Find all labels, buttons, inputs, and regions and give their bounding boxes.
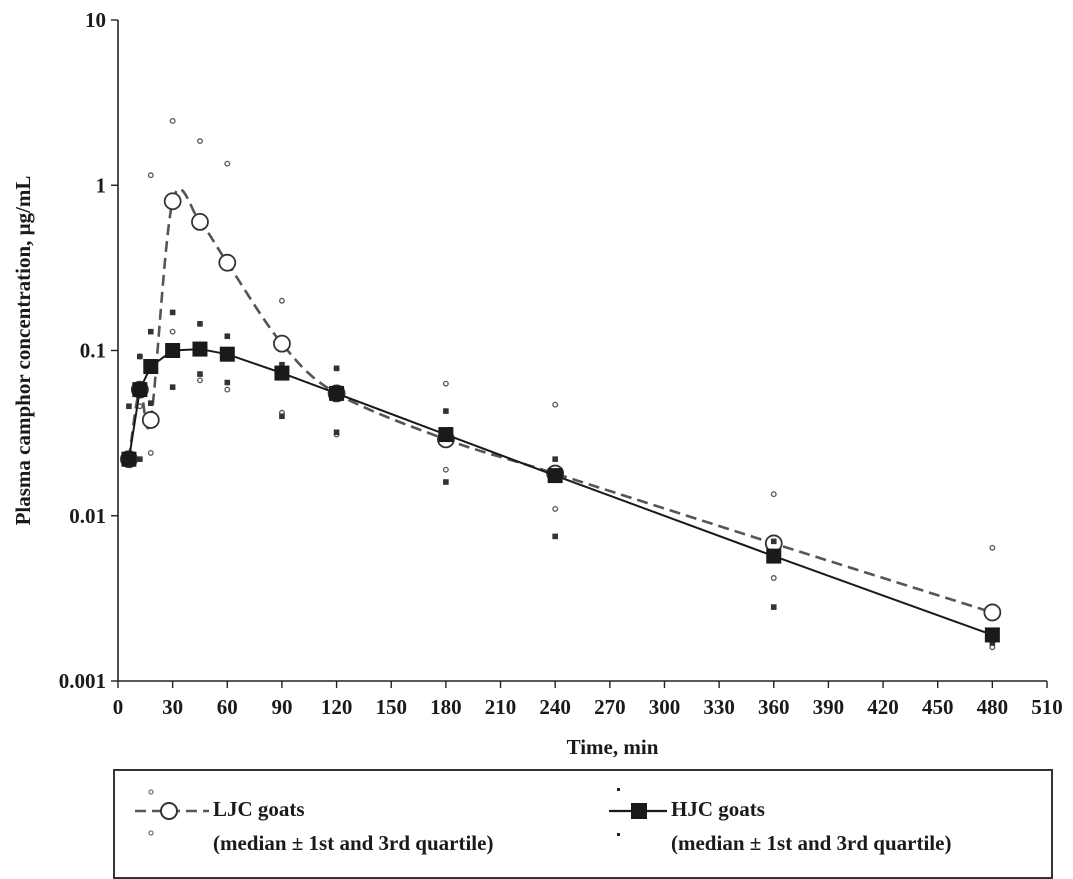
x-tick-label: 90 xyxy=(271,695,292,719)
legend-sublabel-hjc: (median ± 1st and 3rd quartile) xyxy=(671,831,952,855)
legend-symbol-hjc xyxy=(609,788,667,836)
quartile-point-q1 xyxy=(197,377,203,384)
quartile-point-q3 xyxy=(224,160,231,167)
series-line xyxy=(127,348,993,636)
quartile-point-q3 xyxy=(169,117,176,124)
legend-label-ljc: LJC goats xyxy=(213,797,305,821)
quartile-point-q1 xyxy=(442,466,449,473)
x-tick-label: 300 xyxy=(649,695,681,719)
median-point xyxy=(984,627,1000,643)
quartile-point-q3 xyxy=(333,365,340,372)
median-point xyxy=(132,382,148,398)
y-tick-label: 0.01 xyxy=(69,504,106,528)
quartile-point-q1 xyxy=(147,400,154,406)
x-tick-label: 30 xyxy=(162,695,183,719)
median-point xyxy=(191,213,209,231)
series-layer xyxy=(120,117,1002,651)
y-tick-label: 0.001 xyxy=(59,669,106,693)
axes: 0 30 60 90 120 150 180 210 240 270 300 330 360 390 420… xyxy=(59,8,1063,719)
x-tick-label: 240 xyxy=(539,695,571,719)
legend-sublabel-ljc: (median ± 1st and 3rd quartile) xyxy=(213,831,494,855)
x-tick-label: 450 xyxy=(922,695,954,719)
x-tick-label: 60 xyxy=(217,695,238,719)
median-point xyxy=(273,334,291,353)
quartile-point-q3 xyxy=(279,361,285,368)
x-tick-label: 270 xyxy=(594,695,626,719)
x-tick-label: 510 xyxy=(1031,695,1063,719)
quartile-point-q1 xyxy=(333,429,340,436)
x-tick-label: 120 xyxy=(321,695,353,719)
quartile-point-q1 xyxy=(989,640,996,646)
y-axis-title: Plasma camphor concentration, μg/mL xyxy=(11,176,35,526)
quartile-point-q1 xyxy=(224,386,231,393)
legend-symbol-ljc xyxy=(135,789,209,836)
x-tick-label: 180 xyxy=(430,695,462,719)
median-point xyxy=(141,411,160,429)
median-point xyxy=(547,468,563,484)
quartile-point-q3 xyxy=(137,353,143,360)
x-axis-title: Time, min xyxy=(567,735,659,759)
quartile-point-q1 xyxy=(552,533,558,540)
quartile-point-q3 xyxy=(770,491,777,498)
median-point xyxy=(163,192,182,211)
quartile-point-q3 xyxy=(442,380,449,387)
x-tick-label: 390 xyxy=(813,695,845,719)
quartile-point-q1 xyxy=(770,575,777,581)
series-line xyxy=(127,187,993,614)
median-point xyxy=(438,427,454,443)
quartile-point-q1 xyxy=(169,328,176,335)
median-point xyxy=(165,343,181,358)
x-tick-label: 330 xyxy=(703,695,735,719)
quartile-point-q1 xyxy=(147,449,154,456)
median-point xyxy=(766,548,782,564)
median-point xyxy=(121,451,137,467)
quartile-point-q1 xyxy=(169,384,176,390)
x-tick-label: 210 xyxy=(485,695,517,719)
quartile-point-q1 xyxy=(552,505,559,512)
quartile-point-q3 xyxy=(224,333,231,340)
quartile-point-q3 xyxy=(278,297,285,304)
quartile-point-q1 xyxy=(224,379,231,386)
series-ljc-goats xyxy=(120,117,1002,651)
quartile-point-q1 xyxy=(197,371,203,377)
legend-label-hjc: HJC goats xyxy=(671,797,765,821)
quartile-point-q1 xyxy=(279,413,285,420)
quartile-point-q3 xyxy=(989,544,996,551)
quartile-point-q3 xyxy=(770,538,777,545)
series-hjc-goats xyxy=(121,309,1000,646)
quartile-point-q3 xyxy=(552,401,559,408)
quartile-point-q1 xyxy=(443,479,449,485)
y-tick-label: 1 xyxy=(96,173,107,197)
y-tick-label: 10 xyxy=(85,8,106,32)
median-point xyxy=(274,365,290,381)
x-tick-label: 0 xyxy=(113,695,124,719)
y-tick-label: 0.1 xyxy=(80,339,106,363)
quartile-point-q3 xyxy=(443,408,449,414)
legend: LJC goats (median ± 1st and 3rd quartile… xyxy=(113,769,1053,879)
median-point xyxy=(219,346,235,362)
quartile-point-q3 xyxy=(147,328,154,335)
x-tick-label: 360 xyxy=(758,695,790,719)
quartile-point-q3 xyxy=(126,403,132,410)
x-tick-label: 480 xyxy=(977,695,1009,719)
median-point xyxy=(192,341,208,357)
quartile-point-q1 xyxy=(137,456,143,462)
median-point xyxy=(329,385,345,401)
median-point xyxy=(218,253,237,272)
quartile-point-q3 xyxy=(552,456,558,462)
quartile-point-q1 xyxy=(770,604,777,610)
legend-entry-hjc: HJC goats (median ± 1st and 3rd quartile… xyxy=(607,783,1047,855)
quartile-point-q3 xyxy=(197,321,203,327)
quartile-point-q3 xyxy=(169,309,176,316)
x-tick-label: 150 xyxy=(375,695,407,719)
median-point xyxy=(143,359,159,375)
x-tick-label: 420 xyxy=(867,695,899,719)
legend-entry-ljc: LJC goats (median ± 1st and 3rd quartile… xyxy=(129,783,589,855)
quartile-point-q3 xyxy=(147,172,154,179)
quartile-point-q3 xyxy=(197,138,203,145)
median-point xyxy=(983,603,1002,622)
